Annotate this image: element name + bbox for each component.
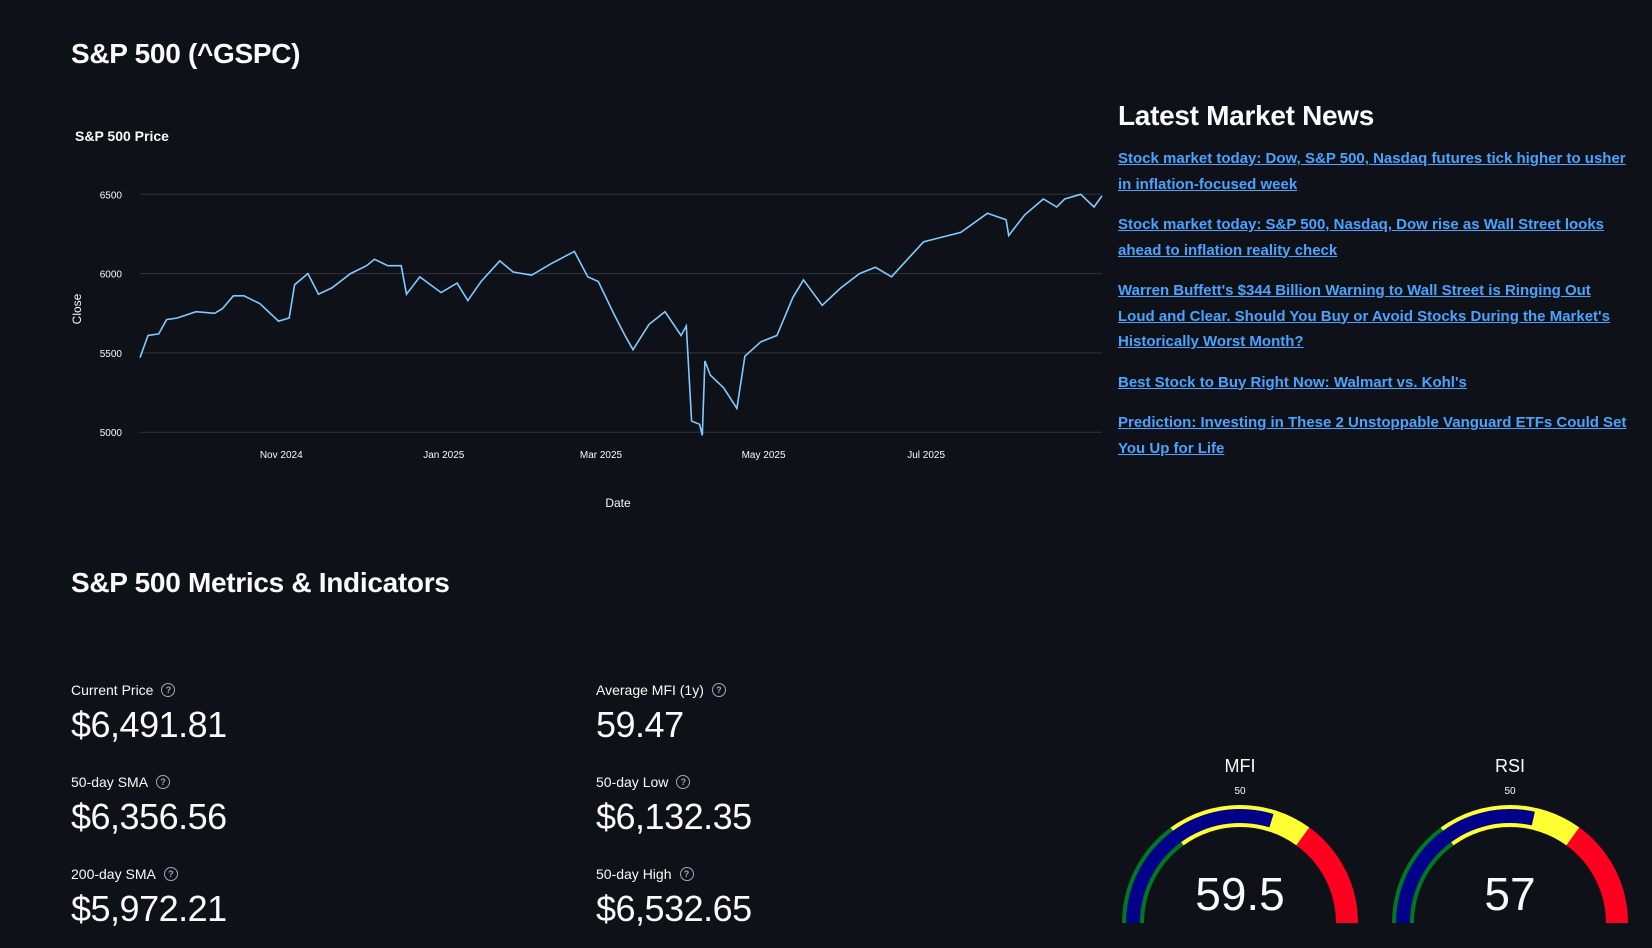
metrics-title: S&P 500 Metrics & Indicators: [71, 567, 450, 598]
help-icon[interactable]: ?: [711, 683, 726, 697]
metric-value: 59.47: [596, 704, 684, 745]
x-tick-label: Mar 2025: [580, 450, 623, 461]
gauge-value: 57: [1484, 868, 1535, 920]
news-link-3[interactable]: Warren Buffett's $344 Billion Warning to…: [1118, 282, 1610, 350]
gauge-tick-label: 50: [1234, 786, 1246, 797]
gauge-value-bar: [1396, 809, 1535, 923]
rsi-gauge: RSI 50 57: [1385, 748, 1635, 928]
metric-value: $6,532.65: [596, 888, 752, 929]
metric-current-price: Current Price? $6,491.81: [71, 682, 227, 746]
y-axis-title: Close: [70, 293, 84, 324]
mfi-gauge: MFI 50 59.5: [1115, 748, 1365, 928]
x-tick-label: Jan 2025: [423, 450, 465, 461]
y-tick-label: 6000: [100, 270, 123, 281]
metric-value: $6,356.56: [71, 796, 227, 837]
metric-average-mfi: Average MFI (1y)? 59.47: [596, 682, 726, 746]
gauge-value: 59.5: [1195, 868, 1285, 920]
news-panel: Latest Market News Stock market today: D…: [1118, 100, 1628, 476]
news-link-2[interactable]: Stock market today: S&P 500, Nasdaq, Dow…: [1118, 216, 1605, 259]
price-chart-svg[interactable]: S&P 500 Price 5000 5500 6000 6500 Nov 2024 J…: [60, 115, 1110, 515]
help-icon[interactable]: ?: [676, 775, 691, 789]
help-icon[interactable]: ?: [163, 867, 178, 881]
news-link-5[interactable]: Prediction: Investing in These 2 Unstopp…: [1118, 414, 1627, 457]
chart-title: S&P 500 Price: [75, 128, 169, 144]
y-tick-label: 5000: [100, 428, 123, 439]
x-tick-label: May 2025: [742, 450, 786, 461]
metric-label: 50-day Low: [596, 774, 669, 790]
metric-sma200: 200-day SMA? $5,972.21: [71, 866, 227, 930]
gauge-band-high: [1566, 827, 1628, 923]
gauge-value-bar: [1126, 809, 1274, 923]
x-axis-title: Date: [605, 496, 631, 510]
metric-label: 200-day SMA: [71, 866, 156, 882]
metric-50-day-low: 50-day Low? $6,132.35: [596, 774, 752, 838]
y-tick-label: 6500: [100, 190, 123, 201]
news-link-4[interactable]: Best Stock to Buy Right Now: Walmart vs.…: [1118, 373, 1467, 391]
metric-sma50: 50-day SMA? $6,356.56: [71, 774, 227, 838]
x-tick-label: Nov 2024: [260, 450, 303, 461]
price-line: [139, 193, 1103, 436]
news-link-1[interactable]: Stock market today: Dow, S&P 500, Nasdaq…: [1118, 150, 1626, 193]
metric-label: 50-day SMA: [71, 774, 149, 790]
metric-value: $6,132.35: [596, 796, 752, 837]
metric-value: $6,491.81: [71, 704, 227, 745]
page-title: S&P 500 (^GSPC): [71, 38, 301, 69]
metric-value: $5,972.21: [71, 888, 227, 929]
gauge-title: MFI: [1225, 756, 1256, 776]
price-chart[interactable]: S&P 500 Price 5000 5500 6000 6500 Nov 2024 J…: [60, 115, 1110, 515]
help-icon[interactable]: ?: [679, 867, 694, 881]
news-title: Latest Market News: [1118, 100, 1375, 131]
y-tick-label: 5500: [100, 349, 123, 360]
metric-50-day-high: 50-day High? $6,532.65: [596, 866, 752, 930]
metric-label: Current Price: [71, 682, 154, 698]
gauge-tick-label: 50: [1504, 786, 1516, 797]
help-icon[interactable]: ?: [161, 683, 176, 697]
gauge-title: RSI: [1495, 756, 1525, 776]
metric-label: 50-day High: [596, 866, 672, 882]
x-tick-label: Jul 2025: [907, 450, 945, 461]
gauge-band-high: [1296, 827, 1358, 923]
metric-label: Average MFI (1y): [596, 682, 704, 698]
help-icon[interactable]: ?: [156, 775, 171, 789]
